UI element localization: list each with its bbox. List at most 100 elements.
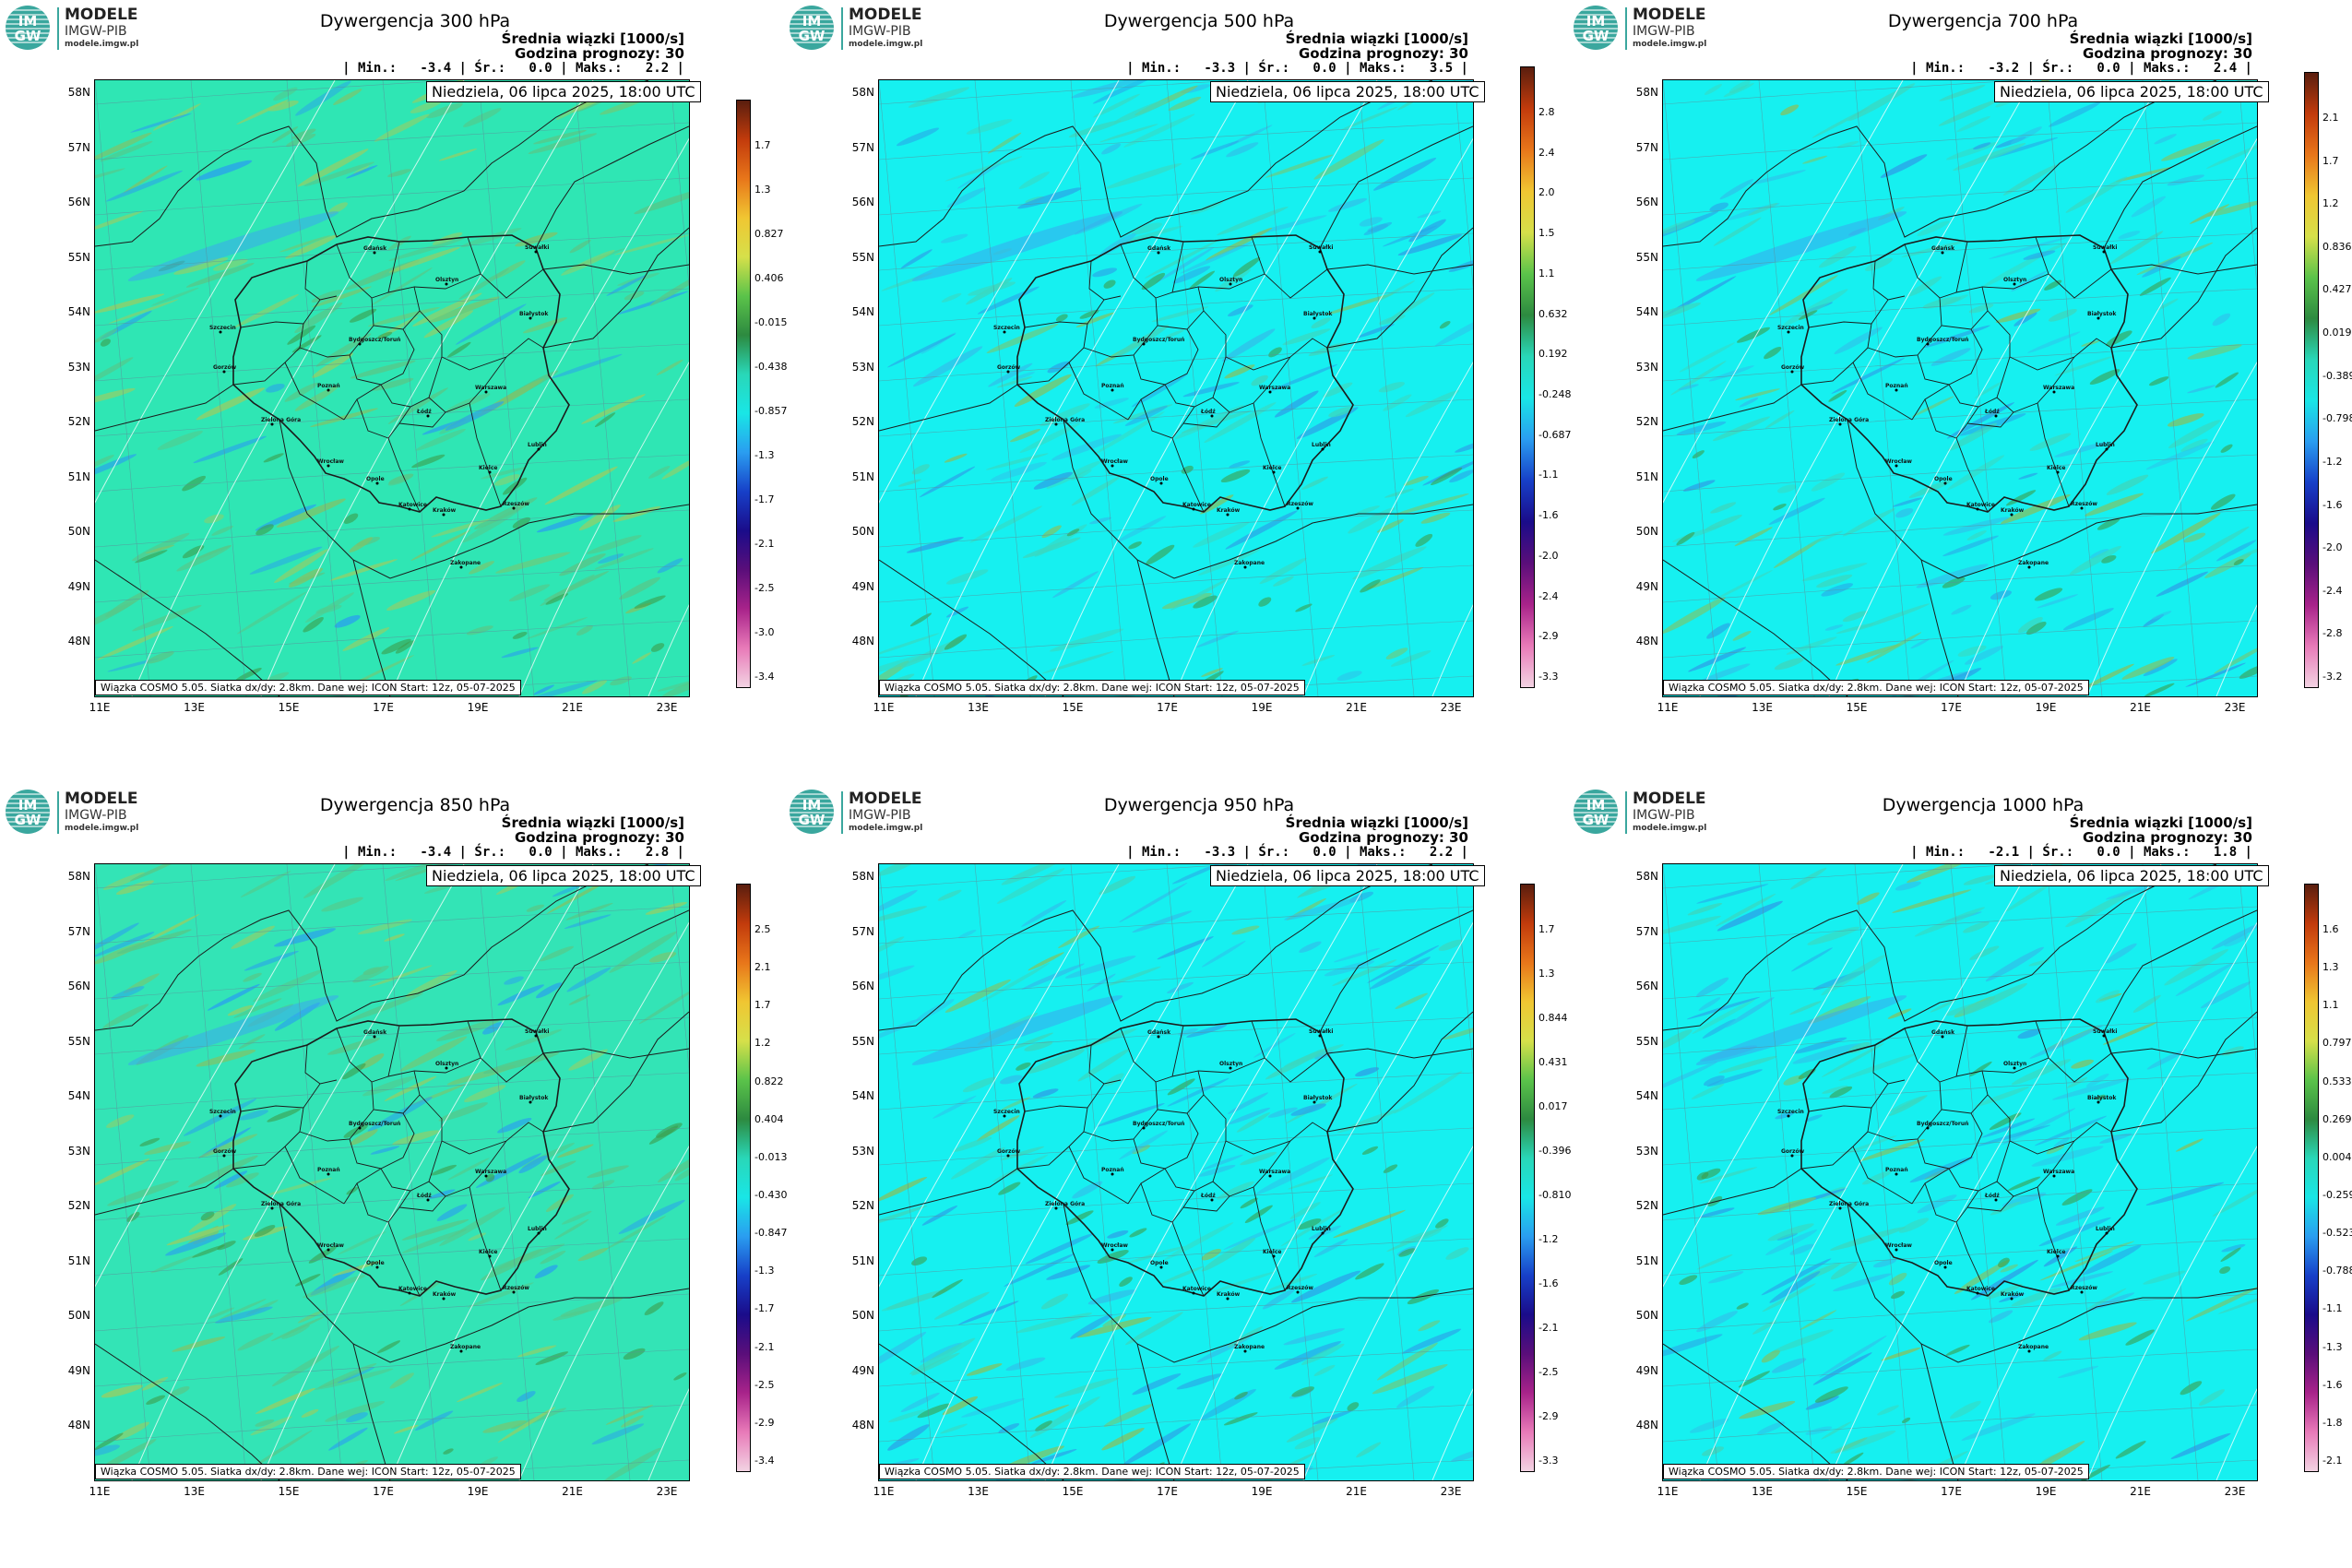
city-marker [1790, 370, 1794, 374]
imgw-logo-mark-icon: IM GW [1574, 6, 1618, 50]
lat-label: 52N [1635, 1199, 1658, 1212]
lon-label: 15E [1062, 1485, 1084, 1498]
city-marker [327, 1248, 330, 1252]
city-marker [1994, 1198, 1998, 1202]
city-marker [2105, 447, 2108, 451]
colorbar-label: -0.788 [2322, 1265, 2352, 1277]
city-label: Kielce [2047, 465, 2065, 471]
lat-label: 58N [851, 870, 874, 883]
province-border [1981, 273, 2049, 290]
lon-label: 21E [562, 701, 583, 714]
city-marker [2097, 316, 2100, 320]
city-marker [1054, 422, 1058, 426]
logo-title: MODELE [1633, 6, 1706, 24]
city-label: Zielona Góra [1829, 1201, 1869, 1207]
colorbar-label: 0.0046 [2322, 1150, 2352, 1163]
city-marker [534, 1034, 538, 1038]
city-marker [1994, 414, 1998, 418]
logo-url: modele.imgw.pl [849, 824, 923, 833]
poland-border [232, 234, 570, 513]
city-label: Gdańsk [363, 1029, 387, 1036]
city-label: Kraków [2001, 507, 2025, 514]
city-label: Suwałki [1309, 244, 1333, 251]
province-border [1939, 1070, 1989, 1114]
lat-label: 51N [1635, 469, 1658, 483]
colorbar-label: -2.4 [1538, 589, 1559, 602]
lat-label: 55N [851, 1034, 874, 1048]
province-border [1171, 437, 1205, 513]
colorbar-label: -1.2 [2322, 455, 2343, 468]
colorbar-label: -0.687 [1538, 428, 1572, 441]
province-border [387, 1221, 421, 1297]
province-border [1083, 1107, 1158, 1142]
forecast-date: Niedziela, 06 lipca 2025, 18:00 UTC [1994, 865, 2269, 886]
logo-title: MODELE [1633, 790, 1706, 808]
stats-label: | Min.: -3.3 | Śr.: 0.0 | Maks.: 3.5 | [1126, 61, 1468, 76]
colorbar-label: -1.8 [2322, 1416, 2343, 1429]
city-marker [1895, 388, 1898, 392]
city-label: Olsztyn [2003, 1061, 2026, 1067]
city-marker [1054, 1206, 1058, 1210]
logo-mark-top: IM [1586, 797, 1606, 814]
colorbar-label: 1.7 [754, 139, 771, 151]
colorbar-label: -0.847 [754, 1227, 788, 1240]
imgw-logo-mark-icon: IM GW [6, 6, 50, 50]
forecast-date: Niedziela, 06 lipca 2025, 18:00 UTC [1994, 81, 2269, 102]
city-label: Zielona Góra [1045, 417, 1085, 423]
graticule [95, 80, 689, 696]
lon-label: 15E [1846, 1485, 1868, 1498]
city-marker [2056, 470, 2060, 474]
city-label: Zakopane [1234, 560, 1265, 566]
city-marker [2052, 1174, 2056, 1178]
city-marker [445, 1066, 448, 1070]
city-label: Łódź [1984, 409, 2000, 415]
colorbar-label: 2.1 [754, 961, 771, 974]
lat-label: 49N [851, 1363, 874, 1377]
lon-label: 21E [562, 1485, 583, 1498]
lon-label: 11E [89, 1485, 111, 1498]
lon-label: 23E [1440, 701, 1462, 714]
colorbar-label: 1.3 [1538, 968, 1555, 980]
city-label: Gorzów [213, 364, 237, 371]
city-marker [1157, 251, 1160, 255]
coastline [1663, 864, 2217, 1031]
city-marker [1111, 1172, 1114, 1176]
city-marker [1787, 1114, 1790, 1118]
lon-label: 23E [2224, 1485, 2246, 1498]
city-label: Gdańsk [1147, 245, 1171, 252]
lat-label: 56N [67, 980, 90, 992]
colorbar-label: 1.2 [2322, 197, 2339, 210]
city-label: Szczecin [209, 1109, 236, 1115]
city-marker [1321, 447, 1324, 451]
lon-label: 19E [467, 701, 489, 714]
city-marker [1192, 1291, 1195, 1295]
lat-label: 56N [67, 196, 90, 208]
imgw-logo-mark-icon: IM GW [790, 790, 834, 834]
province-border [1955, 1221, 1989, 1297]
lat-label: 58N [67, 86, 90, 99]
city-label: Opole [366, 1260, 385, 1266]
poland-border [1016, 234, 1354, 513]
logo-separator [1625, 791, 1627, 834]
map-area: Gdańsk Suwałki Olsztyn Szczecin Białystok Byd… [1662, 79, 2258, 697]
logo-title: MODELE [849, 790, 922, 808]
lat-label: 48N [851, 635, 874, 647]
city-marker [1313, 1100, 1316, 1104]
province-border [1068, 1146, 1129, 1205]
colorbar-label: 2.8 [1538, 106, 1555, 118]
lon-label: 23E [656, 1485, 678, 1498]
city-label: Katowice [398, 1286, 427, 1292]
map-panel: IM GW MODELE IMGW-PIB modele.imgw.pl Dywergen… [0, 0, 787, 784]
lat-label: 53N [1635, 360, 1658, 374]
panel-title: Dywergencja 850 hPa [319, 795, 511, 815]
colorbar-label: -1.1 [1538, 469, 1559, 481]
province-border [419, 1094, 544, 1155]
city-marker [1268, 390, 1272, 394]
city-marker [512, 1290, 516, 1294]
colorbar-label: -1.3 [2322, 1340, 2343, 1353]
city-marker [375, 1265, 379, 1269]
lat-label: 52N [851, 415, 874, 428]
city-label: Suwałki [525, 1028, 549, 1035]
province-border [1083, 323, 1158, 358]
colorbar-label: -2.1 [2322, 1455, 2343, 1467]
